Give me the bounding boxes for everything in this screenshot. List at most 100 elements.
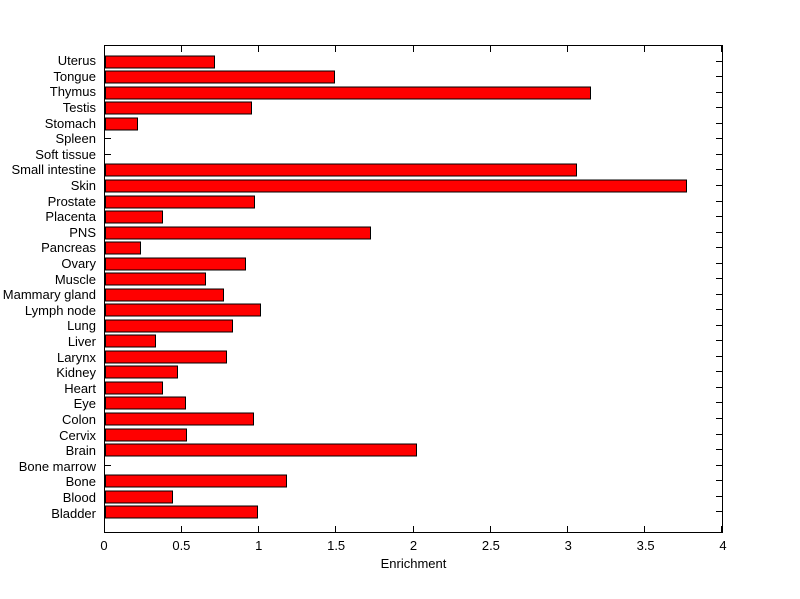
y-tick-right bbox=[716, 433, 722, 435]
y-tick-label: Pancreas bbox=[41, 240, 96, 256]
x-tick-top bbox=[335, 46, 337, 52]
bar-row bbox=[105, 132, 722, 148]
bar-row bbox=[105, 318, 722, 334]
y-tick-right bbox=[716, 122, 722, 124]
x-tick-bottom bbox=[181, 526, 183, 532]
y-tick-right bbox=[716, 309, 722, 311]
y-tick-right bbox=[716, 185, 722, 187]
x-axis-title: Enrichment bbox=[380, 556, 447, 571]
bar-lymph-node bbox=[105, 303, 262, 317]
bar-larynx bbox=[105, 350, 228, 364]
x-tick-top bbox=[643, 46, 645, 52]
bar-row bbox=[105, 225, 722, 241]
y-tick-left bbox=[105, 138, 111, 140]
bar-uterus bbox=[105, 55, 215, 69]
x-tick-label: 3.5 bbox=[636, 538, 655, 553]
y-tick-label: Placenta bbox=[45, 209, 96, 225]
y-tick-right bbox=[716, 153, 722, 155]
y-tick-label: Blood bbox=[62, 489, 96, 505]
y-tick-label: Testis bbox=[62, 100, 96, 116]
y-tick-label: Prostate bbox=[47, 193, 96, 209]
y-tick-label: Liver bbox=[67, 333, 96, 349]
y-tick-right bbox=[716, 324, 722, 326]
y-tick-right bbox=[716, 262, 722, 264]
bar-row bbox=[105, 256, 722, 272]
bar-row bbox=[105, 101, 722, 117]
bar-row bbox=[105, 240, 722, 256]
y-tick-right bbox=[716, 355, 722, 357]
bar-small-intestine bbox=[105, 163, 578, 177]
y-tick-left bbox=[105, 153, 111, 155]
y-tick-label: Kidney bbox=[56, 365, 96, 381]
bar-row bbox=[105, 380, 722, 396]
bar-cervix bbox=[105, 428, 188, 442]
y-tick-label: Thymus bbox=[49, 84, 96, 100]
bar-blood bbox=[105, 490, 174, 504]
bar-pns bbox=[105, 226, 371, 240]
bar-mammary-gland bbox=[105, 288, 225, 302]
y-tick-right bbox=[716, 464, 722, 466]
bar-row bbox=[105, 194, 722, 210]
y-tick-label: Heart bbox=[64, 380, 96, 396]
x-tick-label: 4 bbox=[719, 538, 727, 553]
x-tick-label: 2.5 bbox=[481, 538, 500, 553]
bar-row bbox=[105, 396, 722, 412]
x-axis-tick-labels: 0 0.5 1 1.5 2 2.5 3 3.5 4 bbox=[100, 538, 727, 554]
y-tick-right bbox=[716, 340, 722, 342]
y-tick-right bbox=[716, 278, 722, 280]
bar-row bbox=[105, 473, 722, 489]
bar-pancreas bbox=[105, 241, 141, 255]
x-tick-bottom bbox=[489, 526, 491, 532]
x-tick-label: 1.5 bbox=[327, 538, 346, 553]
bar-row bbox=[105, 287, 722, 303]
y-tick-right bbox=[716, 247, 722, 249]
y-tick-right bbox=[716, 480, 722, 482]
bar-lung bbox=[105, 319, 234, 333]
y-tick-label: Tongue bbox=[53, 68, 96, 84]
bar-colon bbox=[105, 412, 254, 426]
bar-row bbox=[105, 116, 722, 132]
y-tick-right bbox=[716, 386, 722, 388]
bar-placenta bbox=[105, 210, 163, 224]
x-tick-bottom bbox=[335, 526, 337, 532]
x-tick-bottom bbox=[566, 526, 568, 532]
y-tick-right bbox=[716, 169, 722, 171]
y-tick-right bbox=[716, 511, 722, 513]
bar-row bbox=[105, 271, 722, 287]
y-tick-label: Soft tissue bbox=[35, 146, 96, 162]
x-tick-top bbox=[489, 46, 491, 52]
y-tick-right bbox=[716, 495, 722, 497]
y-tick-right bbox=[716, 200, 722, 202]
x-tick-bottom bbox=[721, 526, 722, 532]
y-tick-label: Bone marrow bbox=[18, 458, 96, 474]
y-tick-label: Cervix bbox=[59, 427, 96, 443]
bar-bladder bbox=[105, 505, 259, 519]
bar-row bbox=[105, 442, 722, 458]
bar-muscle bbox=[105, 272, 206, 286]
bar-row bbox=[105, 365, 722, 381]
y-tick-right bbox=[716, 449, 722, 451]
bar-row bbox=[105, 147, 722, 163]
y-tick-right bbox=[716, 91, 722, 93]
y-tick-label: Small intestine bbox=[11, 162, 96, 178]
x-tick-top bbox=[721, 46, 722, 52]
y-tick-right bbox=[716, 107, 722, 109]
bar-row bbox=[105, 427, 722, 443]
y-tick-right bbox=[716, 417, 722, 419]
x-tick-label: 0 bbox=[100, 538, 108, 553]
x-tick-label: 2 bbox=[409, 538, 418, 553]
y-tick-label: Spleen bbox=[55, 131, 96, 147]
x-tick-bottom bbox=[643, 526, 645, 532]
y-tick-label: Brain bbox=[65, 443, 96, 459]
bar-prostate bbox=[105, 195, 256, 209]
bar-row bbox=[105, 70, 722, 86]
y-tick-label: Bladder bbox=[51, 505, 96, 521]
x-tick-top bbox=[104, 46, 105, 52]
bar-row bbox=[105, 334, 722, 350]
bar-brain bbox=[105, 443, 418, 457]
y-tick-right bbox=[716, 60, 722, 62]
bar-row bbox=[105, 54, 722, 70]
bar-row bbox=[105, 163, 722, 179]
bar-row bbox=[105, 303, 722, 319]
